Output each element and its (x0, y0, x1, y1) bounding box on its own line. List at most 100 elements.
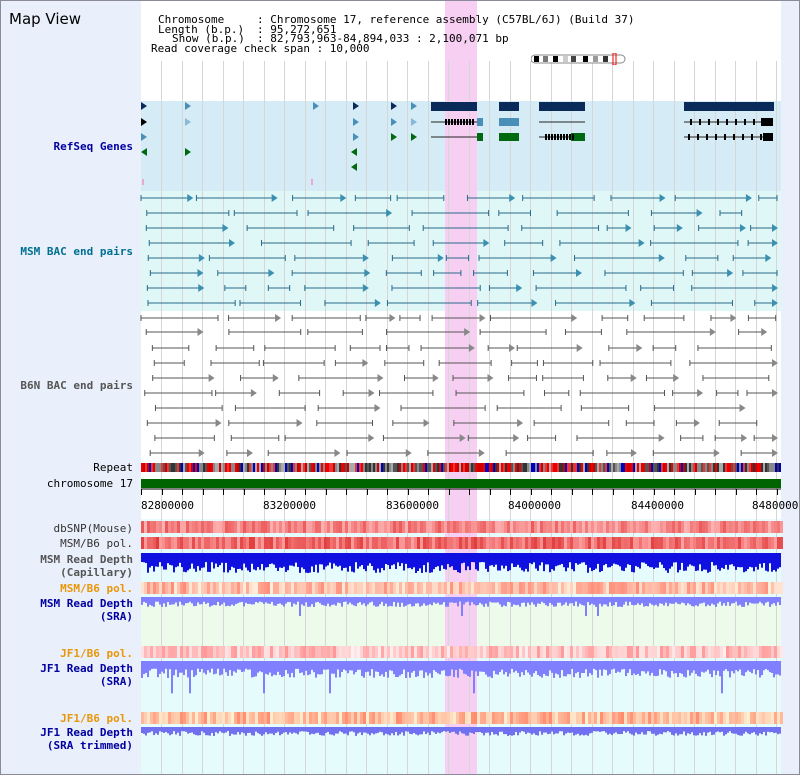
repeat-block (721, 463, 723, 472)
jf1-sra-depth-bar (539, 661, 541, 677)
jf1-trim-pol-cell (618, 712, 621, 724)
jf1-trimmed-depth-bar (249, 727, 251, 733)
msm-capillary-depth-bar (225, 553, 227, 563)
msm-pol-cell (471, 537, 474, 549)
ideogram-band (571, 56, 576, 62)
jf1-sra-depth-bar (755, 661, 757, 675)
jf1-pol-cell (393, 646, 396, 658)
msm-capillary-depth-bar (407, 553, 409, 569)
jf1-pol-cell (513, 646, 516, 658)
msm-sra-depth-bar (595, 597, 597, 607)
b6n-pair-marker (693, 419, 700, 427)
msm-sra-pol-cell (579, 582, 582, 594)
jf1-trimmed-depth-bar (693, 727, 695, 736)
jf1-trim-pol-cell (300, 712, 303, 724)
repeat-block (561, 463, 563, 472)
gene-bar (684, 102, 774, 111)
msm-capillary-depth-bar (571, 553, 573, 570)
msm-pol-cell (198, 537, 201, 549)
jf1-trimmed-depth-bar (309, 727, 311, 735)
msm-pol-cell (606, 537, 609, 549)
dbsnp-cell (162, 521, 165, 533)
jf1-sra-depth-bar (519, 661, 521, 677)
b6n-pair-marker (772, 389, 778, 397)
jf1-sra-depth-bar (323, 661, 325, 670)
jf1-sra-depth-bar (361, 661, 363, 677)
jf1-sra-depth-bar (251, 661, 253, 678)
jf1-trimmed-depth-bar (561, 727, 563, 732)
jf1-trim-pol-cell (447, 712, 450, 724)
repeat-block (687, 463, 689, 472)
msm-sra-depth-bar (527, 597, 529, 603)
jf1-pol-cell (273, 646, 276, 658)
jf1-pol-cell (639, 646, 642, 658)
msm-capillary-depth-bar (557, 553, 559, 566)
jf1-trimmed-depth-bar (439, 727, 441, 734)
label-refseq-genes[interactable]: RefSeq Genes (53, 140, 133, 153)
jf1-trim-pol-cell (705, 712, 708, 724)
jf1-trimmed-depth-bar (609, 727, 611, 734)
axis-tick-label: 82800000 (141, 499, 194, 512)
repeat-block (437, 463, 439, 472)
msm-capillary-depth-bar (175, 553, 177, 568)
jf1-pol-cell (306, 646, 309, 658)
jf1-sra-depth-bar (443, 661, 445, 671)
jf1-sra-depth-bar (457, 661, 459, 678)
jf1-pol-cell (609, 646, 612, 658)
repeat-block (505, 463, 507, 472)
label-msm-bac[interactable]: MSM BAC end pairs (20, 245, 133, 258)
msm-capillary-depth-bar (383, 553, 385, 571)
jf1-sra-depth-bar (619, 661, 621, 673)
msm-sra-depth-bar (667, 597, 669, 607)
jf1-pol-cell (777, 646, 780, 658)
msm-sra-pol-cell (384, 582, 387, 594)
msm-capillary-depth-bar (587, 553, 589, 573)
jf1-trim-pol-cell (249, 712, 252, 724)
msm-sra-depth-bar (223, 597, 225, 603)
b6n-pair-marker (468, 344, 475, 352)
jf1-pol-cell (480, 646, 483, 658)
jf1-trimmed-depth-bar (235, 727, 237, 735)
msm-capillary-depth-bar (271, 553, 273, 564)
msm-sra-depth-bar (289, 597, 291, 603)
jf1-sra-depth-bar (597, 661, 599, 678)
jf1-trimmed-depth-bar (575, 727, 577, 735)
msm-sra-depth-bar (533, 597, 535, 605)
msm-sra-depth-bar (681, 597, 683, 603)
msm-sra-pol-cell (468, 582, 471, 594)
msm-sra-depth-bar (159, 597, 161, 605)
label-msm-sra: (SRA) (99, 610, 133, 623)
jf1-sra-depth-bar (489, 661, 491, 677)
jf1-trim-pol-cell (579, 712, 582, 724)
msm-sra-depth-bar (361, 597, 363, 605)
repeat-block (327, 463, 329, 472)
jf1-pol-cell (432, 646, 435, 658)
jf1-trim-pol-cell (333, 712, 336, 724)
jf1-trimmed-depth-bar (447, 727, 449, 732)
jf1-pol-cell (621, 646, 624, 658)
repeat-block (759, 463, 761, 472)
jf1-sra-depth-bar (447, 661, 449, 677)
ideogram-band (543, 56, 548, 62)
chromosome-ideogram[interactable] (531, 53, 627, 65)
jf1-trimmed-depth-bar (659, 727, 661, 734)
msm-sra-pol-cell (594, 582, 597, 594)
msm-sra-pol-cell (222, 582, 225, 594)
msm-sra-pol-cell (156, 582, 159, 594)
jf1-sra-depth-bar (753, 661, 755, 670)
msm-capillary-depth-bar (189, 553, 191, 569)
label-b6n-bac[interactable]: B6N BAC end pairs (20, 379, 133, 392)
msm-pol-cell (192, 537, 195, 549)
jf1-sra-depth-bar (183, 661, 185, 676)
repeat-block (555, 463, 557, 472)
msm-sra-depth-bar (371, 597, 373, 602)
msm-capillary-depth-bar (745, 553, 747, 572)
msm-sra-depth-bar (355, 597, 357, 607)
msm-capillary-depth-bar (469, 553, 471, 571)
msm-capillary-depth-bar (203, 553, 205, 568)
label-repeat: Repeat (93, 461, 133, 474)
msm-capillary-depth-bar (291, 553, 293, 566)
jf1-trimmed-depth-bar (757, 727, 759, 736)
msm-sra-depth-bar (151, 597, 153, 606)
